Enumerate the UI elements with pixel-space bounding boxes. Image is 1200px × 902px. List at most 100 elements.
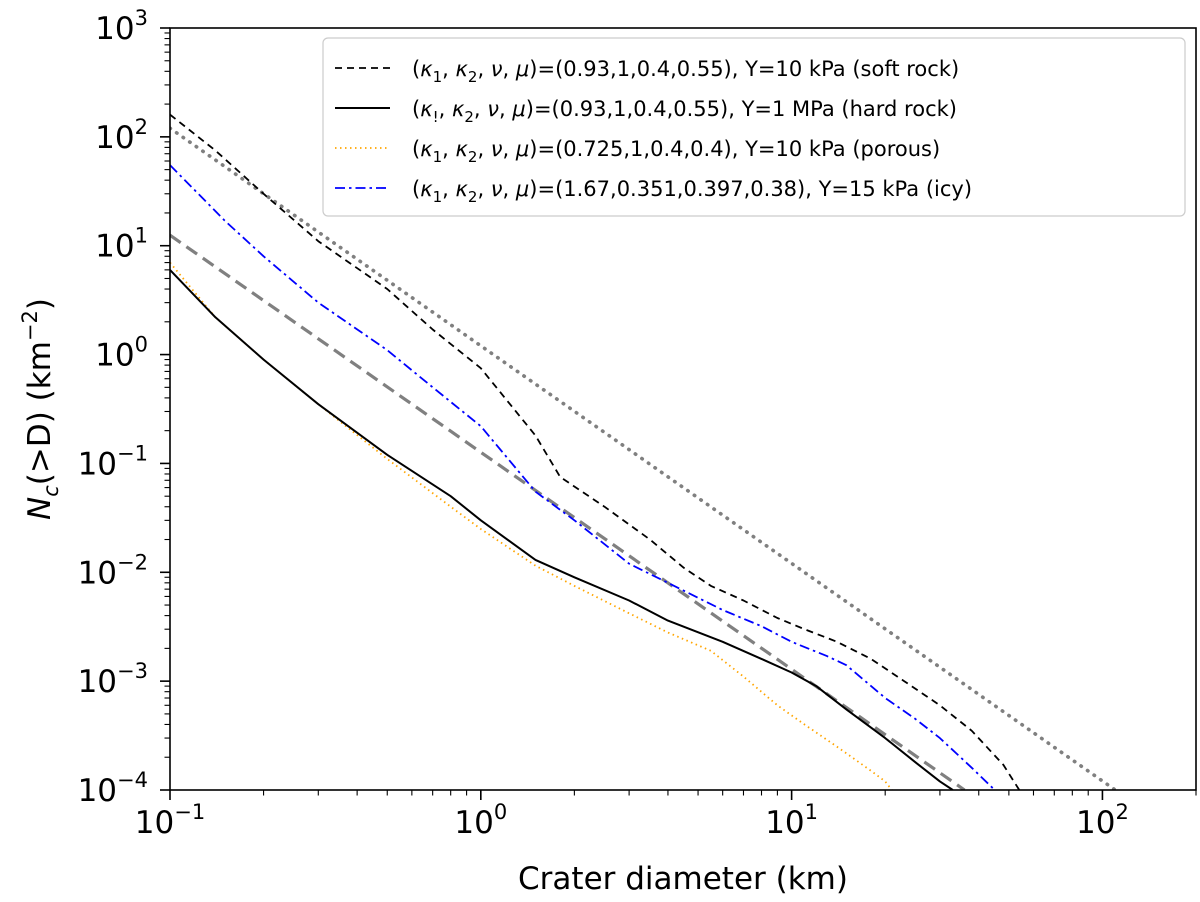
x-tick-label-exponent: −1 (174, 800, 205, 824)
legend-label-sep: , (503, 57, 516, 81)
y-tick-label-exponent: 2 (135, 115, 148, 139)
legend-label-mu: μ (515, 177, 529, 201)
legend-label-sep: , (474, 97, 487, 121)
y-tick-label: 103 (95, 6, 148, 47)
y-tick-label-base: 10 (78, 555, 117, 591)
series-line-reference-dotted (170, 126, 1118, 790)
legend-label-kappa2-sub: 2 (464, 108, 474, 126)
legend-label-kappa1-sub: 1 (433, 148, 443, 166)
legend-label-porous: (κ1, κ2, ν, μ)=(0.725,1,0.4,0.4), Y=10 k… (412, 137, 940, 166)
legend-label-close-paren: ) (529, 177, 537, 201)
legend-label-sep: , (439, 97, 452, 121)
legend-label-kappa2: κ (456, 57, 469, 81)
legend-label-params: =(0.93,1,0.4,0.55), Y=1 MPa (hard rock) (534, 97, 957, 121)
x-tick-label-base: 10 (1076, 805, 1115, 841)
legend-label-icy: (κ1, κ2, ν, μ)=(1.67,0.351,0.397,0.38), … (412, 177, 972, 206)
legend-label-hard-rock: (κ!, κ2, ν, μ)=(0.93,1,0.4,0.55), Y=1 MP… (412, 97, 957, 126)
x-tick-label: 100 (454, 800, 507, 841)
legend-label-nu: ν (491, 57, 503, 81)
y-tick-label-base: 10 (78, 773, 117, 809)
series-line-hard-rock (170, 269, 954, 790)
legend-label-sep: , (442, 177, 455, 201)
legend-label-close-paren: ) (529, 57, 537, 81)
legend-label-sep: , (499, 97, 512, 121)
legend-label-open-paren: ( (412, 57, 420, 81)
legend-label-kappa1: κ (420, 177, 433, 201)
legend-label-kappa2: κ (452, 97, 465, 121)
y-tick-label-base: 10 (95, 229, 134, 265)
legend-label-kappa1: κ (420, 57, 433, 81)
legend-label-sep: , (503, 177, 516, 201)
y-axis-title-middle: (>D) (km (22, 341, 58, 485)
legend-label-kappa1: κ (420, 97, 433, 121)
legend-label-params: =(0.725,1,0.4,0.4), Y=10 kPa (porous) (537, 137, 940, 161)
y-tick-label: 100 (95, 333, 148, 374)
y-tick-label-exponent: 1 (135, 224, 148, 248)
legend-label-open-paren: ( (412, 137, 420, 161)
x-tick-label-base: 10 (454, 805, 493, 841)
y-tick-label: 101 (95, 224, 148, 265)
y-tick-label-exponent: 0 (135, 333, 148, 357)
legend-label-kappa1-sub: 1 (433, 68, 443, 86)
y-tick-label: 10−4 (78, 768, 148, 809)
y-tick-label-exponent: −2 (117, 550, 148, 574)
y-axis-title-superscript: −2 (18, 310, 42, 341)
legend-label-nu: ν (491, 177, 503, 201)
y-tick-label-base: 10 (95, 11, 134, 47)
legend-label-open-paren: ( (412, 97, 420, 121)
tick-label-layer: 10−1 100 101 10210−410−310−210−110010110210… (78, 6, 1129, 841)
y-tick-label: 10−3 (78, 659, 148, 700)
legend-label-close-paren: ) (526, 97, 534, 121)
series-layer (170, 113, 1118, 790)
legend: (κ1, κ2, ν, μ)=(0.93,1,0.4,0.55), Y=10 k… (322, 37, 1186, 217)
x-tick-label-exponent: 0 (494, 800, 507, 824)
x-tick-label-exponent: 1 (805, 800, 818, 824)
legend-box (322, 37, 1186, 217)
legend-label-kappa2-sub: 2 (468, 188, 478, 206)
x-axis-title: Crater diameter (km) (518, 861, 848, 897)
legend-label-nu: ν (487, 97, 499, 121)
y-tick-label-base: 10 (95, 338, 134, 374)
y-tick-label-exponent: −3 (117, 659, 148, 683)
series-line-soft-rock (170, 113, 1021, 790)
legend-label-sep: , (477, 177, 490, 201)
legend-label-sep: , (503, 137, 516, 161)
legend-label-kappa2: κ (456, 177, 469, 201)
x-tick-label: 10−1 (135, 800, 205, 841)
y-axis-title-subscript: c (39, 485, 63, 497)
x-tick-label-exponent: 2 (1115, 800, 1128, 824)
x-tick-label-base: 10 (135, 805, 174, 841)
legend-label-sep: , (477, 137, 490, 161)
y-axis-title-prefix: N (22, 497, 58, 520)
x-tick-label: 102 (1076, 800, 1129, 841)
tick-layer (160, 27, 1197, 800)
y-tick-label: 10−2 (78, 550, 148, 591)
legend-label-close-paren: ) (529, 137, 537, 161)
legend-label-open-paren: ( (412, 177, 420, 201)
legend-label-mu: μ (515, 57, 529, 81)
legend-label-kappa1-sub: ! (433, 108, 439, 126)
y-tick-label: 10−1 (78, 441, 148, 482)
y-tick-label-base: 10 (78, 664, 117, 700)
legend-label-sep: , (442, 57, 455, 81)
legend-label-mu: μ (511, 97, 525, 121)
legend-label-params: =(1.67,0.351,0.397,0.38), Y=15 kPa (icy) (537, 177, 972, 201)
legend-label-kappa2: κ (456, 137, 469, 161)
x-tick-label: 101 (765, 800, 818, 841)
legend-label-mu: μ (515, 137, 529, 161)
plot-frame (169, 27, 1197, 791)
y-tick-label-base: 10 (95, 120, 134, 156)
legend-label-kappa1-sub: 1 (433, 188, 443, 206)
legend-label-params: =(0.93,1,0.4,0.55), Y=10 kPa (soft rock) (537, 57, 959, 81)
y-axis-title: Nc(>D) (km−2) (18, 298, 63, 520)
legend-label-kappa1: κ (420, 137, 433, 161)
legend-label-kappa2-sub: 2 (468, 68, 478, 86)
series-line-icy (170, 164, 996, 790)
legend-label-sep: , (477, 57, 490, 81)
y-axis-title-suffix: ) (22, 298, 58, 310)
x-tick-label-base: 10 (765, 805, 804, 841)
y-tick-label-exponent: 3 (135, 6, 148, 30)
legend-label-kappa2-sub: 2 (468, 148, 478, 166)
y-tick-label-exponent: −1 (117, 441, 148, 465)
